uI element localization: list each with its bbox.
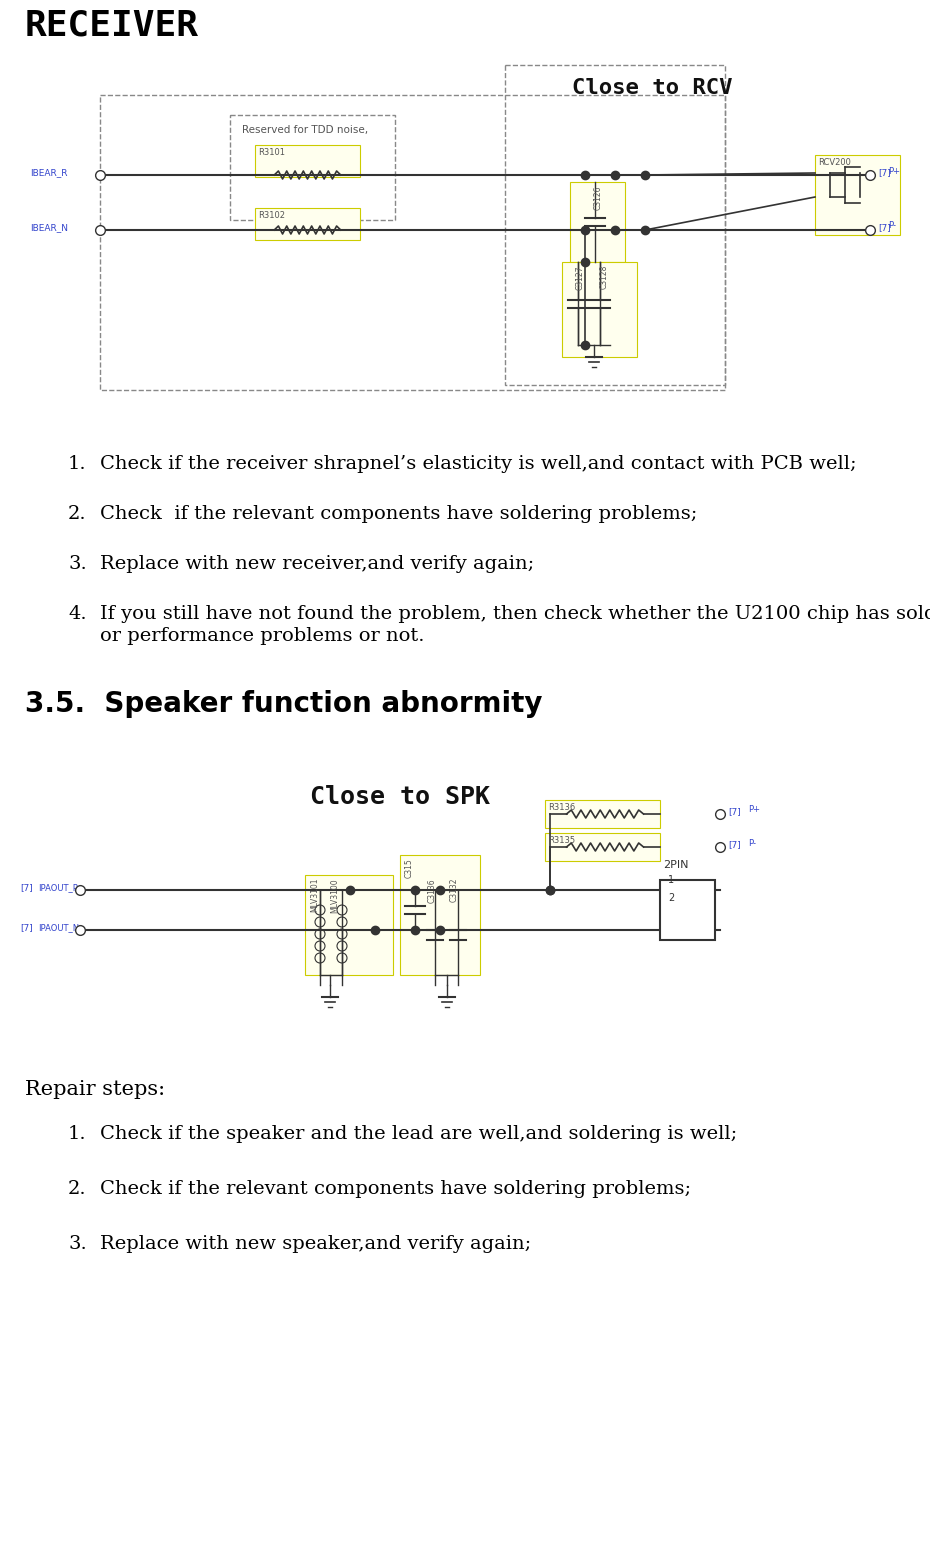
Text: P-: P- [888,222,896,230]
Text: IBEAR_R: IBEAR_R [31,168,68,177]
Text: Check  if the relevant components have soldering problems;: Check if the relevant components have so… [100,504,698,523]
Text: C3136: C3136 [428,877,437,902]
Text: [7]: [7] [20,884,33,893]
Text: RECEIVER: RECEIVER [25,8,199,42]
Text: C315: C315 [405,857,414,877]
Text: 2.: 2. [68,1180,86,1198]
Text: [7]: [7] [878,224,891,233]
Text: RCV200: RCV200 [818,157,851,167]
Text: [7]: [7] [728,808,741,817]
Text: 1.: 1. [68,1126,86,1143]
Text: C3132: C3132 [450,877,459,902]
Text: R3101: R3101 [258,148,285,157]
Text: Replace with new speaker,and verify again;: Replace with new speaker,and verify agai… [100,1235,531,1254]
Text: P+: P+ [888,167,900,176]
Text: 3.5.  Speaker function abnormity: 3.5. Speaker function abnormity [25,689,542,719]
FancyBboxPatch shape [255,208,360,241]
Text: C3126: C3126 [594,185,603,210]
Text: Check if the relevant components have soldering problems;: Check if the relevant components have so… [100,1180,691,1198]
Text: MLV3101: MLV3101 [310,877,319,913]
FancyBboxPatch shape [815,156,900,234]
Text: Repair steps:: Repair steps: [25,1079,166,1099]
Text: IPAOUT_N: IPAOUT_N [38,924,79,933]
FancyBboxPatch shape [660,880,715,941]
Text: or performance problems or not.: or performance problems or not. [100,628,424,645]
Text: R3135: R3135 [548,836,575,845]
Text: Close to SPK: Close to SPK [310,785,490,810]
Text: 2: 2 [668,893,674,904]
Text: 4.: 4. [68,604,86,623]
Text: [7]: [7] [20,924,33,933]
Text: 2PIN: 2PIN [663,860,688,870]
Text: IPAOUT_P: IPAOUT_P [38,884,78,893]
FancyBboxPatch shape [545,833,660,860]
Text: C3127: C3127 [576,265,585,290]
Text: P+: P+ [748,805,760,814]
FancyBboxPatch shape [400,854,480,975]
Text: Reserved for TDD noise,: Reserved for TDD noise, [242,125,368,136]
FancyBboxPatch shape [545,800,660,828]
Text: Close to RCV: Close to RCV [572,79,733,99]
Text: Check if the receiver shrapnel’s elasticity is well,and contact with PCB well;: Check if the receiver shrapnel’s elastic… [100,455,857,473]
Text: [7]: [7] [728,840,741,850]
Text: If you still have not found the problem, then check whether the U2100 chip has s: If you still have not found the problem,… [100,604,930,623]
Text: 1.: 1. [68,455,86,473]
FancyBboxPatch shape [305,874,393,975]
Text: [7]: [7] [878,168,891,177]
Text: 2.: 2. [68,504,86,523]
Text: P-: P- [748,839,756,848]
Text: 3.: 3. [68,1235,86,1254]
Text: R3102: R3102 [258,211,285,221]
Text: Replace with new receiver,and verify again;: Replace with new receiver,and verify aga… [100,555,534,574]
FancyBboxPatch shape [255,145,360,177]
FancyBboxPatch shape [562,262,637,358]
Text: Check if the speaker and the lead are well,and soldering is well;: Check if the speaker and the lead are we… [100,1126,737,1143]
Text: R3136: R3136 [548,803,576,813]
FancyBboxPatch shape [570,182,625,262]
Text: C3128: C3128 [600,265,609,290]
Text: IBEAR_N: IBEAR_N [30,224,68,233]
Text: 1: 1 [668,874,674,885]
Text: 3.: 3. [68,555,86,574]
Text: MLV3100: MLV3100 [330,877,339,913]
